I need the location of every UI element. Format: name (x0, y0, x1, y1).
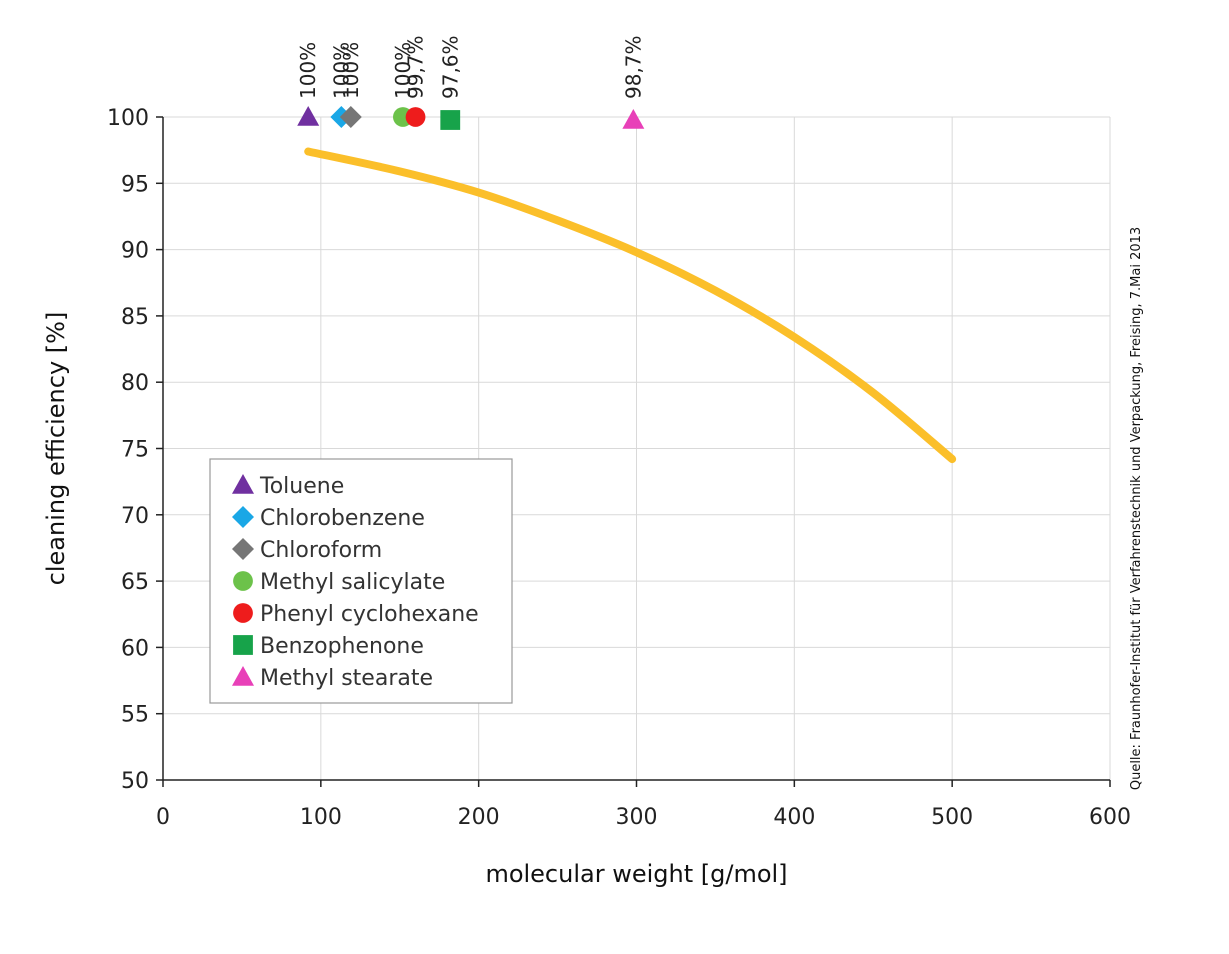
legend-marker (232, 666, 254, 686)
x-tick-label: 0 (156, 805, 170, 830)
data-point (622, 109, 645, 129)
data-point (297, 106, 320, 126)
legend: Toluene Chlorobenzene Chloroform Methyl sal… (209, 458, 513, 704)
legend-box (209, 458, 513, 704)
chart-points (297, 106, 645, 130)
x-tick-label: 500 (931, 805, 973, 830)
legend-marker (233, 603, 253, 623)
y-tick-label: 70 (121, 504, 149, 529)
chart-data-labels: 100% 100%100% 100%99,7% 97,6% 98,7% (296, 35, 645, 99)
data-point (440, 110, 461, 130)
legend-label: Methyl salicylate (260, 570, 445, 595)
x-tick-label: 200 (458, 805, 500, 830)
legend-label: Methyl stearate (260, 666, 433, 691)
y-tick-label: 80 (121, 371, 149, 396)
legend-marker (232, 474, 254, 494)
y-tick-label: 75 (121, 438, 149, 463)
y-tick-label: 50 (121, 769, 149, 794)
legend-marker (232, 538, 254, 560)
chart-tick-labels: 50 55 60 65 70 75 80 85 90 95 100 0 100 200 300 400 500 6… (107, 106, 1131, 830)
chart-grid (163, 116, 1111, 780)
legend-marker (232, 506, 254, 528)
x-tick-label: 600 (1089, 805, 1131, 830)
data-point (405, 107, 426, 127)
chart-axes (156, 116, 1111, 787)
legend-marker (233, 571, 253, 591)
legend-marker (233, 635, 253, 655)
data-label: 97,6% (438, 35, 462, 99)
data-label: 100% (296, 42, 320, 99)
legend-label: Chloroform (260, 538, 382, 563)
y-tick-label: 95 (121, 172, 149, 197)
y-tick-label: 65 (121, 570, 149, 595)
source-note: Quelle: Fraunhofer-Institut für Verfahre… (1129, 227, 1144, 790)
data-point (339, 106, 362, 128)
data-label: 100% (329, 42, 353, 99)
x-tick-label: 300 (616, 805, 658, 830)
y-tick-label: 100 (107, 106, 149, 131)
data-label: 98,7% (621, 35, 645, 99)
y-tick-label: 60 (121, 636, 149, 661)
y-tick-label: 55 (121, 703, 149, 728)
y-axis-title: cleaning efficiency [%] (42, 312, 70, 586)
data-label: 100% (391, 42, 415, 99)
legend-label: Phenyl cyclohexane (260, 602, 479, 627)
x-axis-title: molecular weight [g/mol] (485, 860, 787, 888)
data-label: 100% (339, 42, 363, 99)
trend-curve (304, 147, 957, 464)
x-tick-label: 100 (300, 805, 342, 830)
legend-label: Benzophenone (260, 634, 424, 659)
y-tick-label: 90 (121, 239, 149, 264)
data-label: 99,7% (404, 35, 428, 99)
legend-label: Toluene (259, 474, 344, 499)
y-tick-label: 85 (121, 305, 149, 330)
legend-label: Chlorobenzene (260, 506, 425, 531)
chart-curve (304, 147, 957, 464)
x-tick-label: 400 (773, 805, 815, 830)
